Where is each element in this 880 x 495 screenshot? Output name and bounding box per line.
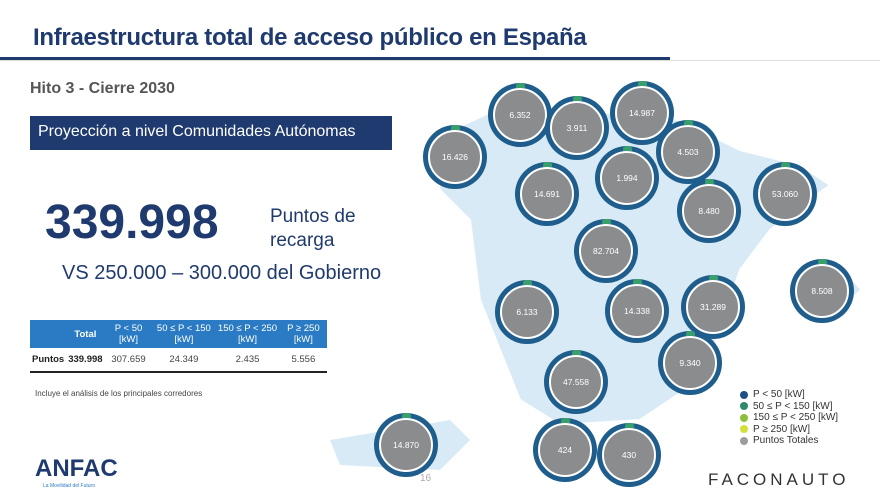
legend-item: P < 50 [kW] <box>740 389 838 401</box>
legend-item: P ≥ 250 [kW] <box>740 424 838 436</box>
region-value: 8.508 <box>795 264 849 318</box>
legend-dot-icon <box>740 436 748 445</box>
total-label: Puntos de recarga <box>270 206 356 251</box>
region-donut: 14.338 <box>605 279 669 343</box>
region-value: 424 <box>538 423 592 477</box>
table-note: Incluye el análisis de los principales c… <box>35 389 203 398</box>
region-donut: 14.870 <box>374 413 438 477</box>
region-donut: 16.426 <box>423 125 487 189</box>
region-donut: 9.340 <box>658 331 722 395</box>
title-underline <box>0 57 670 60</box>
header-cell: P < 50 [kW] <box>104 320 153 348</box>
region-donut: 14.691 <box>515 162 579 226</box>
table-row: Puntos 339.998 307.659 24.349 2.435 5.55… <box>30 348 327 373</box>
region-value: 6.133 <box>500 285 554 339</box>
legend-dot-icon <box>740 413 748 422</box>
legend-label: P < 50 [kW] <box>753 389 805 401</box>
region-donut: 82.704 <box>574 219 638 283</box>
region-donut: 47.558 <box>544 350 608 414</box>
region-donut: 31.289 <box>681 275 745 339</box>
legend-label: 50 ≤ P < 150 [kW] <box>753 400 833 412</box>
banner: Proyección a nivel Comunidades Autónomas <box>30 116 392 150</box>
faconauto-logo: FACONAUTO <box>708 470 850 489</box>
region-value: 16.426 <box>428 130 482 184</box>
region-donut: 8.480 <box>677 179 741 243</box>
legend-item: 150 ≤ P < 250 [kW] <box>740 412 838 424</box>
legend-dot-icon <box>740 402 748 411</box>
region-donut: 1.994 <box>595 146 659 210</box>
header-cell: 150 ≤ P < 250 [kW] <box>215 320 280 348</box>
legend-label: P ≥ 250 [kW] <box>753 423 810 435</box>
region-value: 8.480 <box>682 184 736 238</box>
table-header: Total P < 50 [kW] 50 ≤ P < 150 [kW] 150 … <box>30 320 327 348</box>
anfac-logo: ANFAC La Movilidad del Futuro <box>35 455 118 489</box>
region-value: 1.994 <box>600 151 654 205</box>
legend-item: 50 ≤ P < 150 [kW] <box>740 401 838 413</box>
legend-dot-icon <box>740 390 748 399</box>
region-value: 82.704 <box>579 224 633 278</box>
region-value: 4.503 <box>661 125 715 179</box>
region-donut: 3.911 <box>545 96 609 160</box>
cell: Puntos <box>30 348 67 373</box>
region-value: 430 <box>602 428 656 482</box>
legend-label: Puntos Totales <box>753 435 819 447</box>
legend-item: Puntos Totales <box>740 435 838 447</box>
divider <box>0 60 880 61</box>
cell: 5.556 <box>279 348 327 373</box>
legend: P < 50 [kW] 50 ≤ P < 150 [kW] 150 ≤ P < … <box>740 389 838 447</box>
cell: 307.659 <box>104 348 153 373</box>
logo-text: ANFAC <box>35 455 118 482</box>
page-number: 16 <box>420 473 432 484</box>
region-donut: 6.352 <box>488 83 552 147</box>
legend-label: 150 ≤ P < 250 [kW] <box>753 412 839 424</box>
region-value: 14.338 <box>610 284 664 338</box>
region-donut: 424 <box>533 418 597 482</box>
region-value: 6.352 <box>493 88 547 142</box>
region-value: 14.691 <box>520 167 574 221</box>
region-donut: 53.060 <box>753 162 817 226</box>
page-title: Infraestructura total de acceso público … <box>33 24 587 51</box>
region-value: 31.289 <box>686 280 740 334</box>
header-cell: P ≥ 250 [kW] <box>279 320 327 348</box>
total-value: 339.998 <box>45 196 219 249</box>
header-cell: 50 ≤ P < 150 [kW] <box>152 320 216 348</box>
subtitle: Hito 3 - Cierre 2030 <box>30 80 175 97</box>
legend-dot-icon <box>740 425 748 434</box>
region-value: 9.340 <box>663 336 717 390</box>
region-donut: 430 <box>597 423 661 487</box>
header-cell: Total <box>66 320 105 348</box>
region-value: 14.870 <box>379 418 433 472</box>
region-value: 3.911 <box>550 101 604 155</box>
summary-table: Total P < 50 [kW] 50 ≤ P < 150 [kW] 150 … <box>30 320 327 373</box>
cell: 24.349 <box>152 348 216 373</box>
region-donut: 4.503 <box>656 120 720 184</box>
region-value: 14.987 <box>615 86 669 140</box>
comparison-text: VS 250.000 – 300.000 del Gobierno <box>62 262 382 284</box>
region-value: 47.558 <box>549 355 603 409</box>
region-donut: 6.133 <box>495 280 559 344</box>
cell: 2.435 <box>215 348 280 373</box>
header-cell <box>30 320 67 348</box>
region-value: 53.060 <box>758 167 812 221</box>
logo-tagline: La Movilidad del Futuro <box>43 483 95 489</box>
cell: 339.998 <box>66 348 105 373</box>
region-donut: 8.508 <box>790 259 854 323</box>
